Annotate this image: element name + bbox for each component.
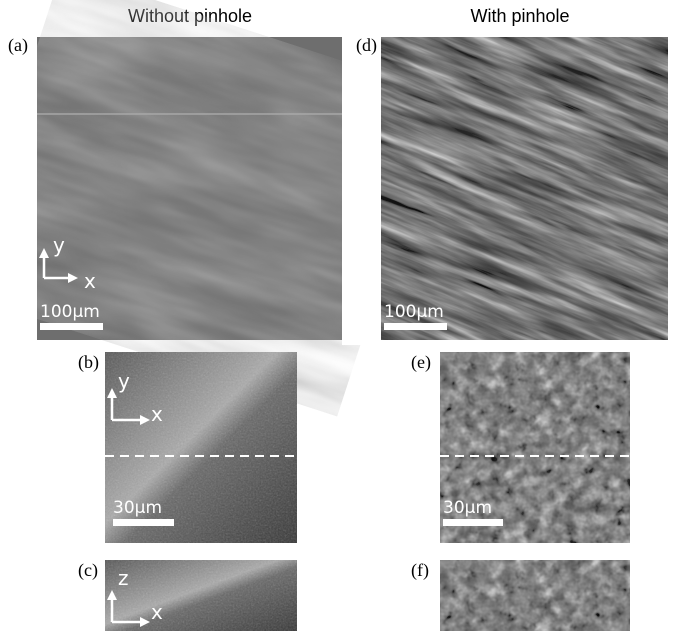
panel-label: (b) bbox=[78, 352, 99, 373]
scale-bar bbox=[384, 323, 447, 330]
panel-label: (c) bbox=[78, 560, 98, 581]
scale-bar-label: 30μm bbox=[443, 498, 492, 518]
scale-bar bbox=[40, 323, 103, 330]
panel-label: (d) bbox=[356, 35, 377, 56]
axis-label: y bbox=[53, 233, 65, 257]
figure: Without pinhole With pinhole (a) (a) y x… bbox=[0, 0, 673, 631]
panel-label: (a) bbox=[8, 35, 28, 56]
axis-label: x bbox=[151, 600, 163, 624]
panel-label: (f) bbox=[411, 560, 429, 581]
scale-bar-label: 30μm bbox=[113, 498, 162, 518]
scale-bar-label: 100μm bbox=[384, 302, 444, 322]
axis-label: z bbox=[118, 566, 129, 590]
scale-bar-label: 100μm bbox=[40, 302, 100, 322]
axis-label: y bbox=[118, 369, 130, 393]
scale-bar bbox=[443, 519, 503, 526]
scale-bar bbox=[113, 519, 174, 526]
panel-label: (e) bbox=[411, 352, 431, 373]
axis-label: x bbox=[84, 269, 96, 293]
axis-label: x bbox=[151, 402, 163, 426]
column-title: With pinhole bbox=[470, 6, 569, 26]
